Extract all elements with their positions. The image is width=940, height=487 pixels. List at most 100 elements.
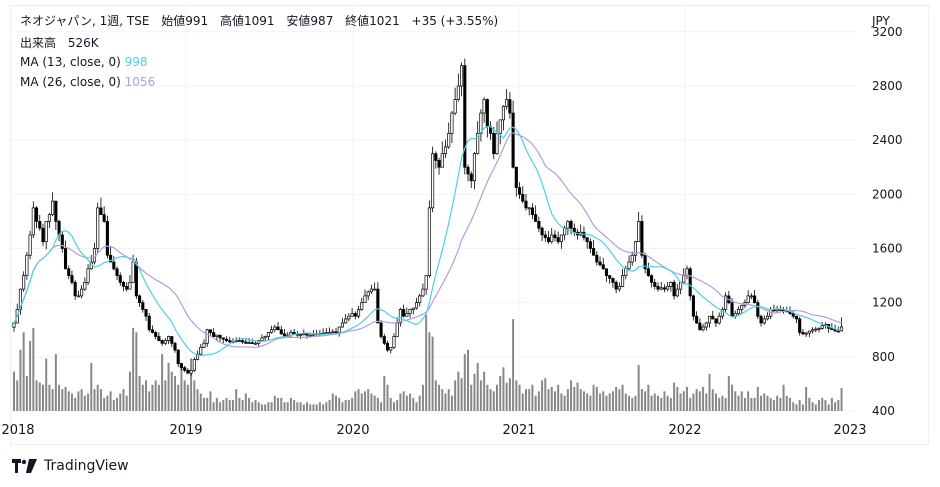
- volume-bar: [248, 397, 251, 411]
- volume-bar: [186, 384, 189, 411]
- volume-bar: [467, 349, 470, 411]
- volume-bar: [16, 380, 19, 411]
- candle: [109, 254, 113, 263]
- candle: [96, 207, 100, 249]
- candle: [814, 328, 818, 331]
- ma13-legend[interactable]: MA (13, close, 0) 998: [20, 55, 148, 69]
- candle: [675, 288, 679, 297]
- volume-bar: [621, 384, 624, 411]
- volume-bar: [415, 402, 418, 411]
- volume-bar: [32, 327, 35, 411]
- volume-bar: [280, 397, 283, 411]
- price-tick-label: 1600: [872, 241, 903, 255]
- candle: [505, 99, 509, 107]
- candle: [215, 334, 219, 337]
- candle: [195, 353, 200, 360]
- candle: [440, 153, 444, 168]
- volume-bar: [602, 391, 605, 411]
- volume-bar: [119, 393, 122, 411]
- candle: [263, 336, 267, 339]
- candle: [540, 227, 544, 236]
- ma26-legend[interactable]: MA (26, close, 0) 1056: [20, 75, 155, 89]
- candle: [482, 99, 486, 114]
- volume-bar: [499, 376, 502, 411]
- volume-bar: [763, 393, 766, 411]
- volume-bar: [673, 382, 676, 411]
- volume-bar: [544, 378, 547, 411]
- volume-bar: [38, 382, 41, 411]
- candle: [807, 330, 811, 334]
- candle: [176, 349, 180, 364]
- candle: [63, 248, 68, 270]
- candle: [836, 330, 840, 333]
- candle: [76, 295, 80, 298]
- volume-bar: [663, 391, 666, 411]
- candle: [150, 329, 155, 333]
- volume-bar: [463, 354, 466, 411]
- candle: [70, 275, 74, 283]
- candle: [60, 234, 64, 249]
- candle: [260, 337, 264, 341]
- volume-bar: [116, 397, 119, 411]
- volume-bar: [624, 393, 627, 411]
- candle: [244, 341, 248, 344]
- tradingview-logo[interactable]: TradingView: [12, 458, 129, 474]
- candle: [701, 326, 705, 331]
- volume-bar: [689, 397, 692, 411]
- volume-bar: [721, 395, 724, 411]
- candle: [302, 333, 306, 336]
- volume-bar: [135, 332, 138, 411]
- volume-bar: [360, 393, 363, 411]
- candle: [669, 281, 673, 287]
- volume-bar: [808, 397, 811, 411]
- volume-bar: [125, 395, 128, 411]
- candle: [463, 65, 467, 168]
- time-tick-label: 2019: [169, 423, 202, 438]
- candle: [395, 322, 399, 337]
- candle: [102, 214, 106, 222]
- candle: [460, 65, 464, 87]
- symbol-title[interactable]: ネオジャパン, 1週, TSE: [20, 14, 150, 28]
- candle: [299, 334, 303, 336]
- candle: [550, 234, 554, 243]
- price-axis[interactable]: 3200 2800 2400 2000 1600 1200 800 400: [872, 25, 903, 418]
- low-label: 安値: [286, 14, 311, 28]
- candle: [228, 340, 232, 343]
- candle: [753, 295, 757, 304]
- volume-bar: [41, 384, 44, 411]
- volume-bar: [270, 402, 273, 411]
- candle: [794, 315, 799, 320]
- volume-bar: [363, 391, 366, 411]
- candle: [192, 359, 196, 371]
- volume-bar: [512, 319, 515, 411]
- candle: [621, 275, 625, 287]
- volume-bar: [830, 397, 833, 411]
- candle: [614, 281, 618, 290]
- volume-bar: [138, 376, 141, 411]
- grid: [11, 6, 856, 413]
- volume-bar: [277, 397, 280, 411]
- volume-bar: [174, 376, 176, 411]
- volume-bar: [505, 382, 508, 411]
- volume-bar: [103, 397, 106, 411]
- candle: [720, 309, 724, 317]
- volume-bar: [747, 391, 750, 411]
- time-axis[interactable]: 2018 2019 2020 2021 2022 2023: [1, 423, 866, 438]
- candle: [569, 221, 573, 229]
- volume-bar: [827, 404, 830, 411]
- volume-bar: [537, 391, 540, 411]
- candle: [427, 207, 431, 276]
- volume-bar: [679, 393, 682, 411]
- volume-bar: [109, 391, 112, 411]
- volume-bar: [737, 395, 740, 411]
- volume-bar: [190, 358, 193, 411]
- close-label: 終値: [345, 14, 370, 28]
- volume-bar: [212, 402, 215, 411]
- candle: [695, 315, 699, 324]
- volume-bar: [541, 380, 544, 411]
- candle: [611, 277, 615, 283]
- volume-bar: [13, 371, 15, 411]
- candle: [633, 241, 638, 256]
- candle: [105, 221, 109, 256]
